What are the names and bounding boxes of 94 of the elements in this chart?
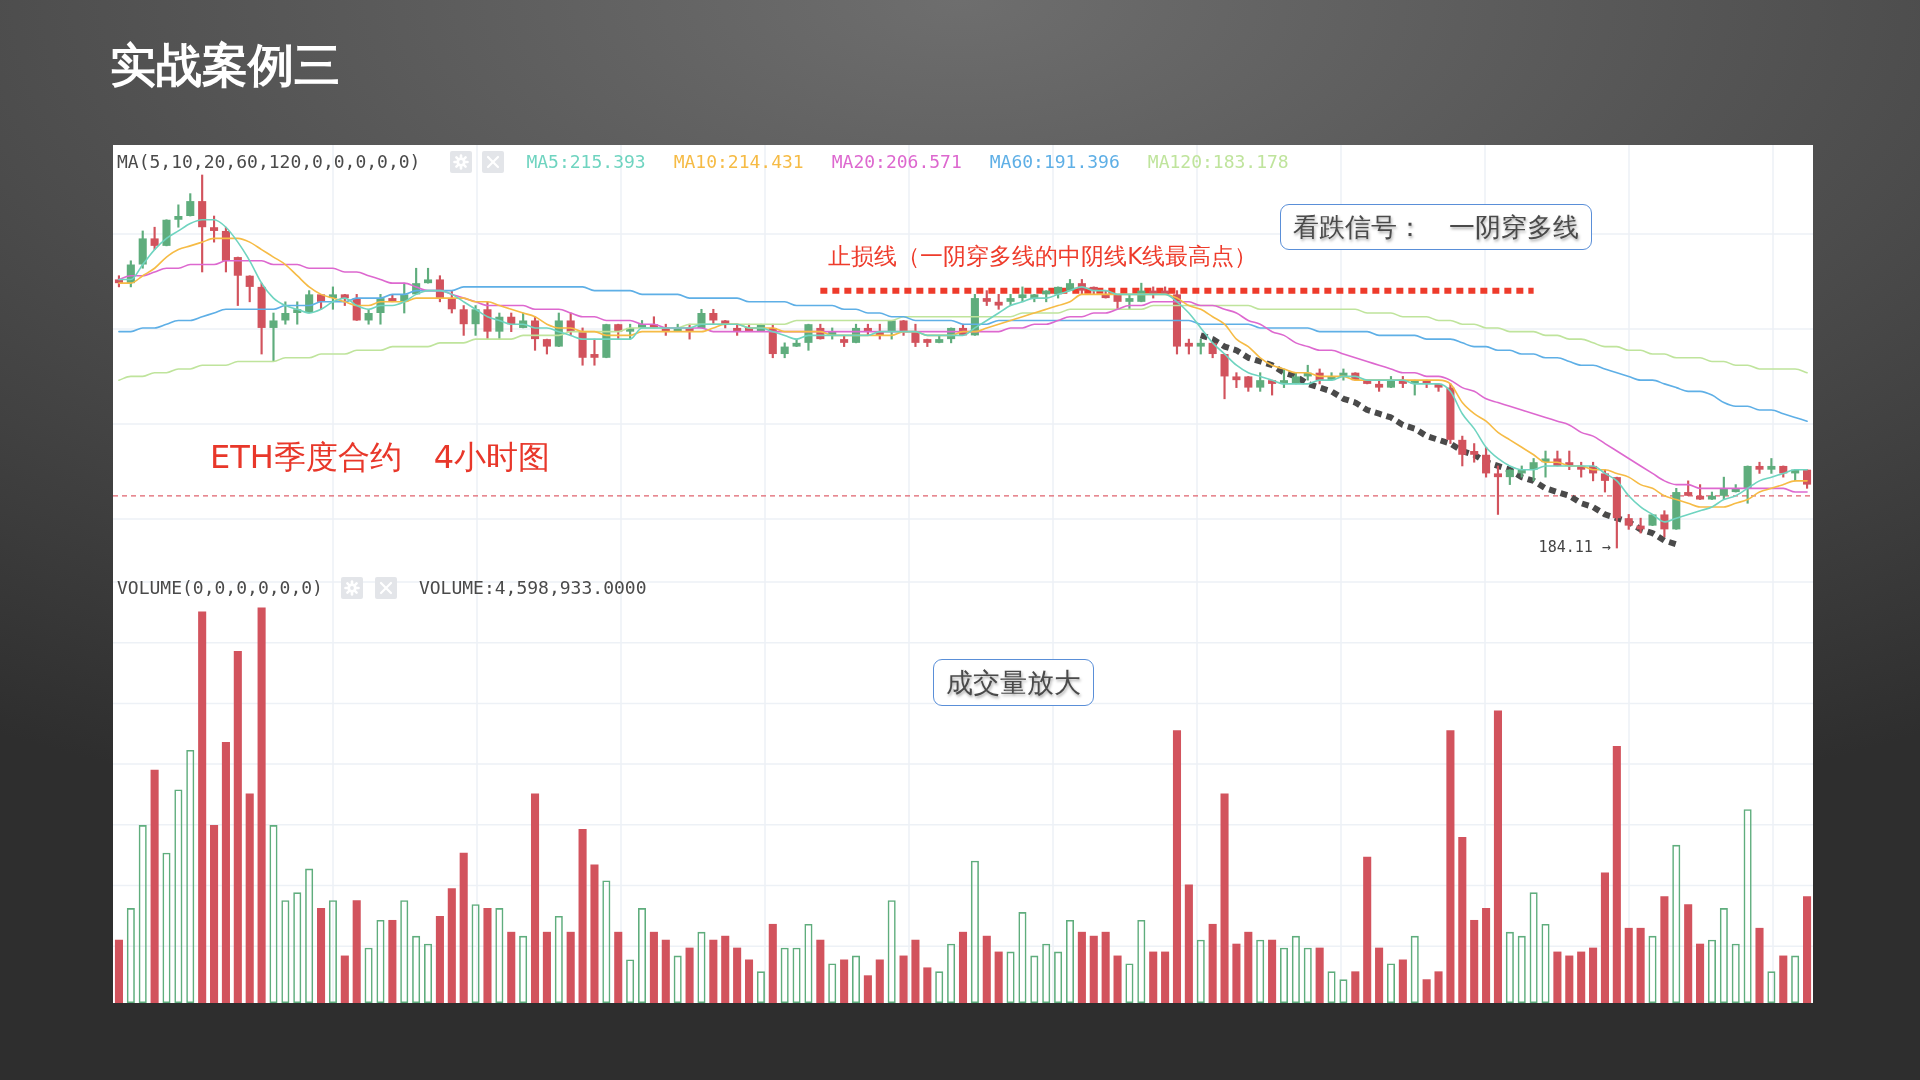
- bar: [1101, 931, 1110, 1003]
- bar: [114, 939, 123, 1003]
- bar: [1612, 745, 1621, 1003]
- bar: [1624, 927, 1633, 1003]
- bar: [1208, 923, 1217, 1003]
- bar: [1755, 927, 1764, 1003]
- bar: [1113, 955, 1122, 1003]
- annotation: ETH季度合约 4小时图: [210, 437, 551, 477]
- chart-title: VOLUME(0,0,0,0,0,0): [117, 577, 323, 599]
- bar: [982, 935, 991, 1003]
- bar: [649, 931, 658, 1003]
- bar: [1660, 896, 1669, 1003]
- bar: [733, 947, 742, 1003]
- bar: [1446, 730, 1455, 1003]
- bar: [1363, 856, 1372, 1003]
- bar: [1434, 971, 1443, 1003]
- bar: [198, 611, 207, 1003]
- bar: [245, 793, 254, 1003]
- bar: [566, 931, 575, 1003]
- bar: [1565, 955, 1574, 1003]
- bar: [863, 975, 872, 1003]
- text: VOLUME:4,598,933.0000: [418, 577, 647, 599]
- bar: [1803, 896, 1812, 1003]
- bar: [150, 769, 159, 1003]
- bar: [210, 825, 219, 1003]
- bar: [1315, 947, 1324, 1003]
- bar: [221, 742, 230, 1003]
- text: MA10:214.431: [673, 151, 804, 173]
- bar: [1636, 927, 1645, 1003]
- bar: [578, 829, 587, 1003]
- bar: [1696, 943, 1705, 1003]
- bar: [352, 900, 361, 1003]
- bar: [1470, 919, 1479, 1003]
- bar: [1244, 931, 1253, 1003]
- text: MA20:206.571: [831, 151, 962, 173]
- bar: [340, 955, 349, 1003]
- text: MA120:183.178: [1147, 151, 1289, 173]
- bar: [388, 919, 397, 1003]
- bar: [994, 951, 1003, 1003]
- bar: [1589, 947, 1598, 1003]
- bar: [1172, 730, 1182, 1003]
- bar: [1351, 971, 1360, 1003]
- bar: [542, 931, 551, 1003]
- bar: [483, 908, 492, 1003]
- bar: [709, 939, 718, 1003]
- bar: [530, 793, 540, 1003]
- bar: [233, 651, 242, 1003]
- bar: [1268, 939, 1277, 1003]
- bar: [721, 935, 730, 1003]
- bar: [1184, 884, 1193, 1003]
- chart-title: 实战案例三: [110, 38, 340, 92]
- bar: [1232, 943, 1241, 1003]
- annotation: 成交量放大: [933, 659, 1094, 706]
- bar: [840, 959, 849, 1003]
- bar: [958, 931, 968, 1003]
- bar: [507, 931, 516, 1003]
- bar: [1149, 951, 1158, 1003]
- bar: [1422, 979, 1431, 1003]
- bar: [744, 959, 754, 1003]
- legend-title: MA(5,10,20,60,120,0,0,0,0,0): [117, 151, 421, 173]
- bar: [447, 888, 456, 1003]
- bar: [1458, 836, 1467, 1003]
- bar: [1089, 935, 1098, 1003]
- bar: [435, 916, 444, 1003]
- bar: [317, 908, 326, 1003]
- annotation: 184.11 →: [1538, 537, 1611, 556]
- bar: [257, 607, 266, 1003]
- bar: [1375, 947, 1384, 1003]
- bar: [923, 967, 932, 1003]
- bar: [1779, 955, 1788, 1003]
- series-label: 止损线（一阴穿多线的中阴线K线最高点）: [828, 242, 1258, 269]
- bar: [685, 947, 694, 1003]
- bar: [590, 864, 599, 1003]
- bar: [1493, 710, 1503, 1003]
- bar: [661, 939, 670, 1003]
- bar: [1684, 904, 1693, 1003]
- text: MA5:215.393: [526, 151, 646, 173]
- bar: [459, 852, 468, 1003]
- bar: [911, 939, 920, 1003]
- bar: [1220, 793, 1229, 1003]
- annotation: 看跌信号： 一阴穿多线: [1280, 204, 1592, 250]
- bar: [1577, 951, 1586, 1003]
- bar: [1398, 959, 1407, 1003]
- bar: [899, 955, 908, 1003]
- bar: [1553, 951, 1562, 1003]
- bar: [614, 931, 623, 1003]
- bar: [1600, 872, 1609, 1003]
- text: MA60:191.396: [989, 151, 1120, 173]
- bar: [1161, 951, 1170, 1003]
- bar: [816, 939, 825, 1003]
- bar: [1077, 931, 1086, 1003]
- bar: [768, 923, 777, 1003]
- bar: [1482, 908, 1491, 1003]
- bar: [875, 959, 884, 1003]
